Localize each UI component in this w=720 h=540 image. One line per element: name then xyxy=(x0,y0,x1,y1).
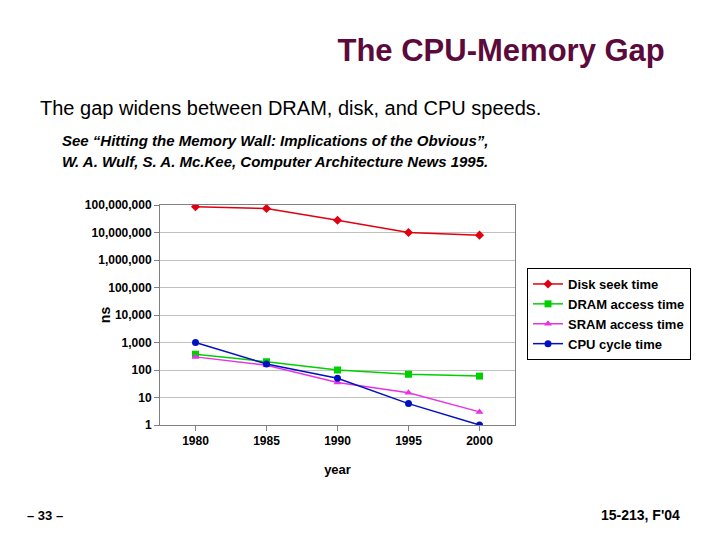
svg-text:1985: 1985 xyxy=(253,434,280,448)
svg-text:1995: 1995 xyxy=(395,434,422,448)
svg-text:1,000: 1,000 xyxy=(122,336,152,350)
svg-text:1980: 1980 xyxy=(182,434,209,448)
svg-text:100: 100 xyxy=(132,363,152,377)
svg-text:The CPU-Memory Gap: The CPU-Memory Gap xyxy=(338,33,665,68)
svg-text:DRAM access time: DRAM access time xyxy=(568,297,684,312)
svg-text:See “Hitting the Memory Wall:: See “Hitting the Memory Wall: Implicatio… xyxy=(62,132,488,149)
svg-text:year: year xyxy=(324,462,351,477)
svg-text:100,000,000: 100,000,000 xyxy=(85,198,152,212)
svg-text:10,000,000: 10,000,000 xyxy=(92,226,152,240)
svg-text:10: 10 xyxy=(138,391,152,405)
svg-text:ns: ns xyxy=(97,307,113,324)
svg-text:– 33 –: – 33 – xyxy=(27,508,63,523)
svg-text:15-213, F'04: 15-213, F'04 xyxy=(601,507,680,523)
svg-text:The gap widens between DRAM, d: The gap widens between DRAM, disk, and C… xyxy=(40,97,541,119)
svg-text:Disk seek time: Disk seek time xyxy=(568,277,658,292)
svg-text:1: 1 xyxy=(145,418,152,432)
svg-text:1990: 1990 xyxy=(324,434,351,448)
svg-text:W. A. Wulf, S. A. Mc.Kee, Comp: W. A. Wulf, S. A. Mc.Kee, Computer Archi… xyxy=(62,153,488,170)
svg-text:2000: 2000 xyxy=(466,434,493,448)
svg-text:1,000,000: 1,000,000 xyxy=(98,253,152,267)
svg-text:SRAM access time: SRAM access time xyxy=(568,317,684,332)
svg-text:10,000: 10,000 xyxy=(115,308,152,322)
svg-text:CPU cycle time: CPU cycle time xyxy=(568,337,662,352)
svg-text:100,000: 100,000 xyxy=(108,281,152,295)
